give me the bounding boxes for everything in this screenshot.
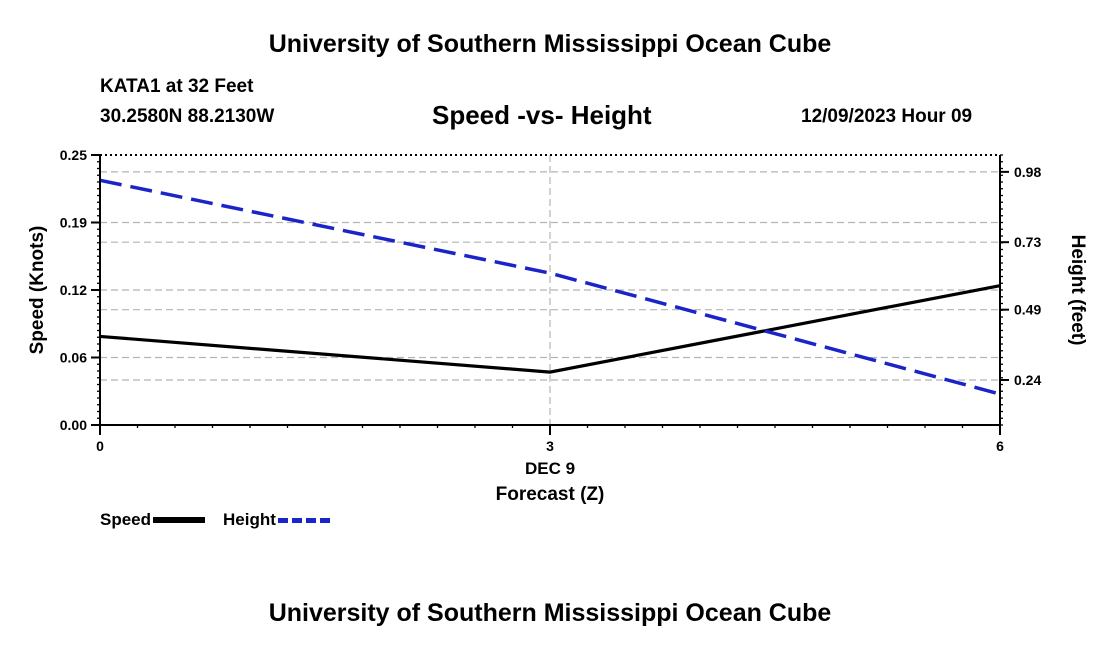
speed-height-chart: 0.000.060.120.190.250.240.490.730.980 3 6 … [27, 147, 1088, 505]
page-footer-title: University of Southern Mississippi Ocean… [268, 599, 832, 627]
y-axis-label-right: Height (feet) [1067, 235, 1088, 346]
legend-swatch-speed [153, 517, 206, 523]
chart-title: Speed -vs- Height [432, 100, 652, 130]
y-tick-label-left-1: 0.06 [60, 350, 87, 366]
station-label: KATA1 at 32 Feet [100, 76, 254, 97]
y-tick-label-left-3: 0.19 [60, 215, 87, 231]
series-layer [99, 178, 1001, 396]
datetime-label: 12/09/2023 Hour 09 [801, 106, 973, 127]
grid-layer [100, 155, 1000, 425]
y-tick-label-left-4: 0.25 [60, 147, 87, 163]
series-line-speed [99, 284, 1001, 374]
y-tick-label-right-3: 0.98 [1014, 164, 1041, 180]
y-tick-label-left-0: 0.00 [60, 417, 87, 433]
coordinates-label: 30.2580N 88.2130W [100, 106, 275, 127]
legend-label-speed: Speed [100, 510, 152, 529]
label-layer: DEC 9 Forecast (Z) Speed (Knots) Height … [27, 226, 1088, 505]
legend-swatch-height [277, 517, 330, 523]
x-tick-label-2: 6 [996, 438, 1004, 454]
frame-layer: 0.00 0.06 0.12 0.19 0.25 0.24 0.49 0.73 0.98 0 3 6 [60, 147, 1042, 454]
legend: Speed Height [100, 509, 330, 531]
x-tick-label-0: 0 [96, 438, 104, 454]
y-tick-label-left-2: 0.12 [60, 282, 87, 298]
y-tick-label-right-1: 0.49 [1014, 302, 1041, 318]
page-title: University of Southern Mississippi Ocean… [268, 30, 832, 58]
y-tick-label-right-0: 0.24 [1014, 372, 1041, 388]
legend-label-height: Height [223, 510, 276, 529]
y-tick-label-right-2: 0.73 [1014, 234, 1041, 250]
x-axis-label: Forecast (Z) [496, 484, 605, 505]
x-sublabel: DEC 9 [525, 459, 575, 478]
x-tick-label-1: 3 [546, 438, 554, 454]
y-axis-label-left: Speed (Knots) [27, 226, 48, 355]
